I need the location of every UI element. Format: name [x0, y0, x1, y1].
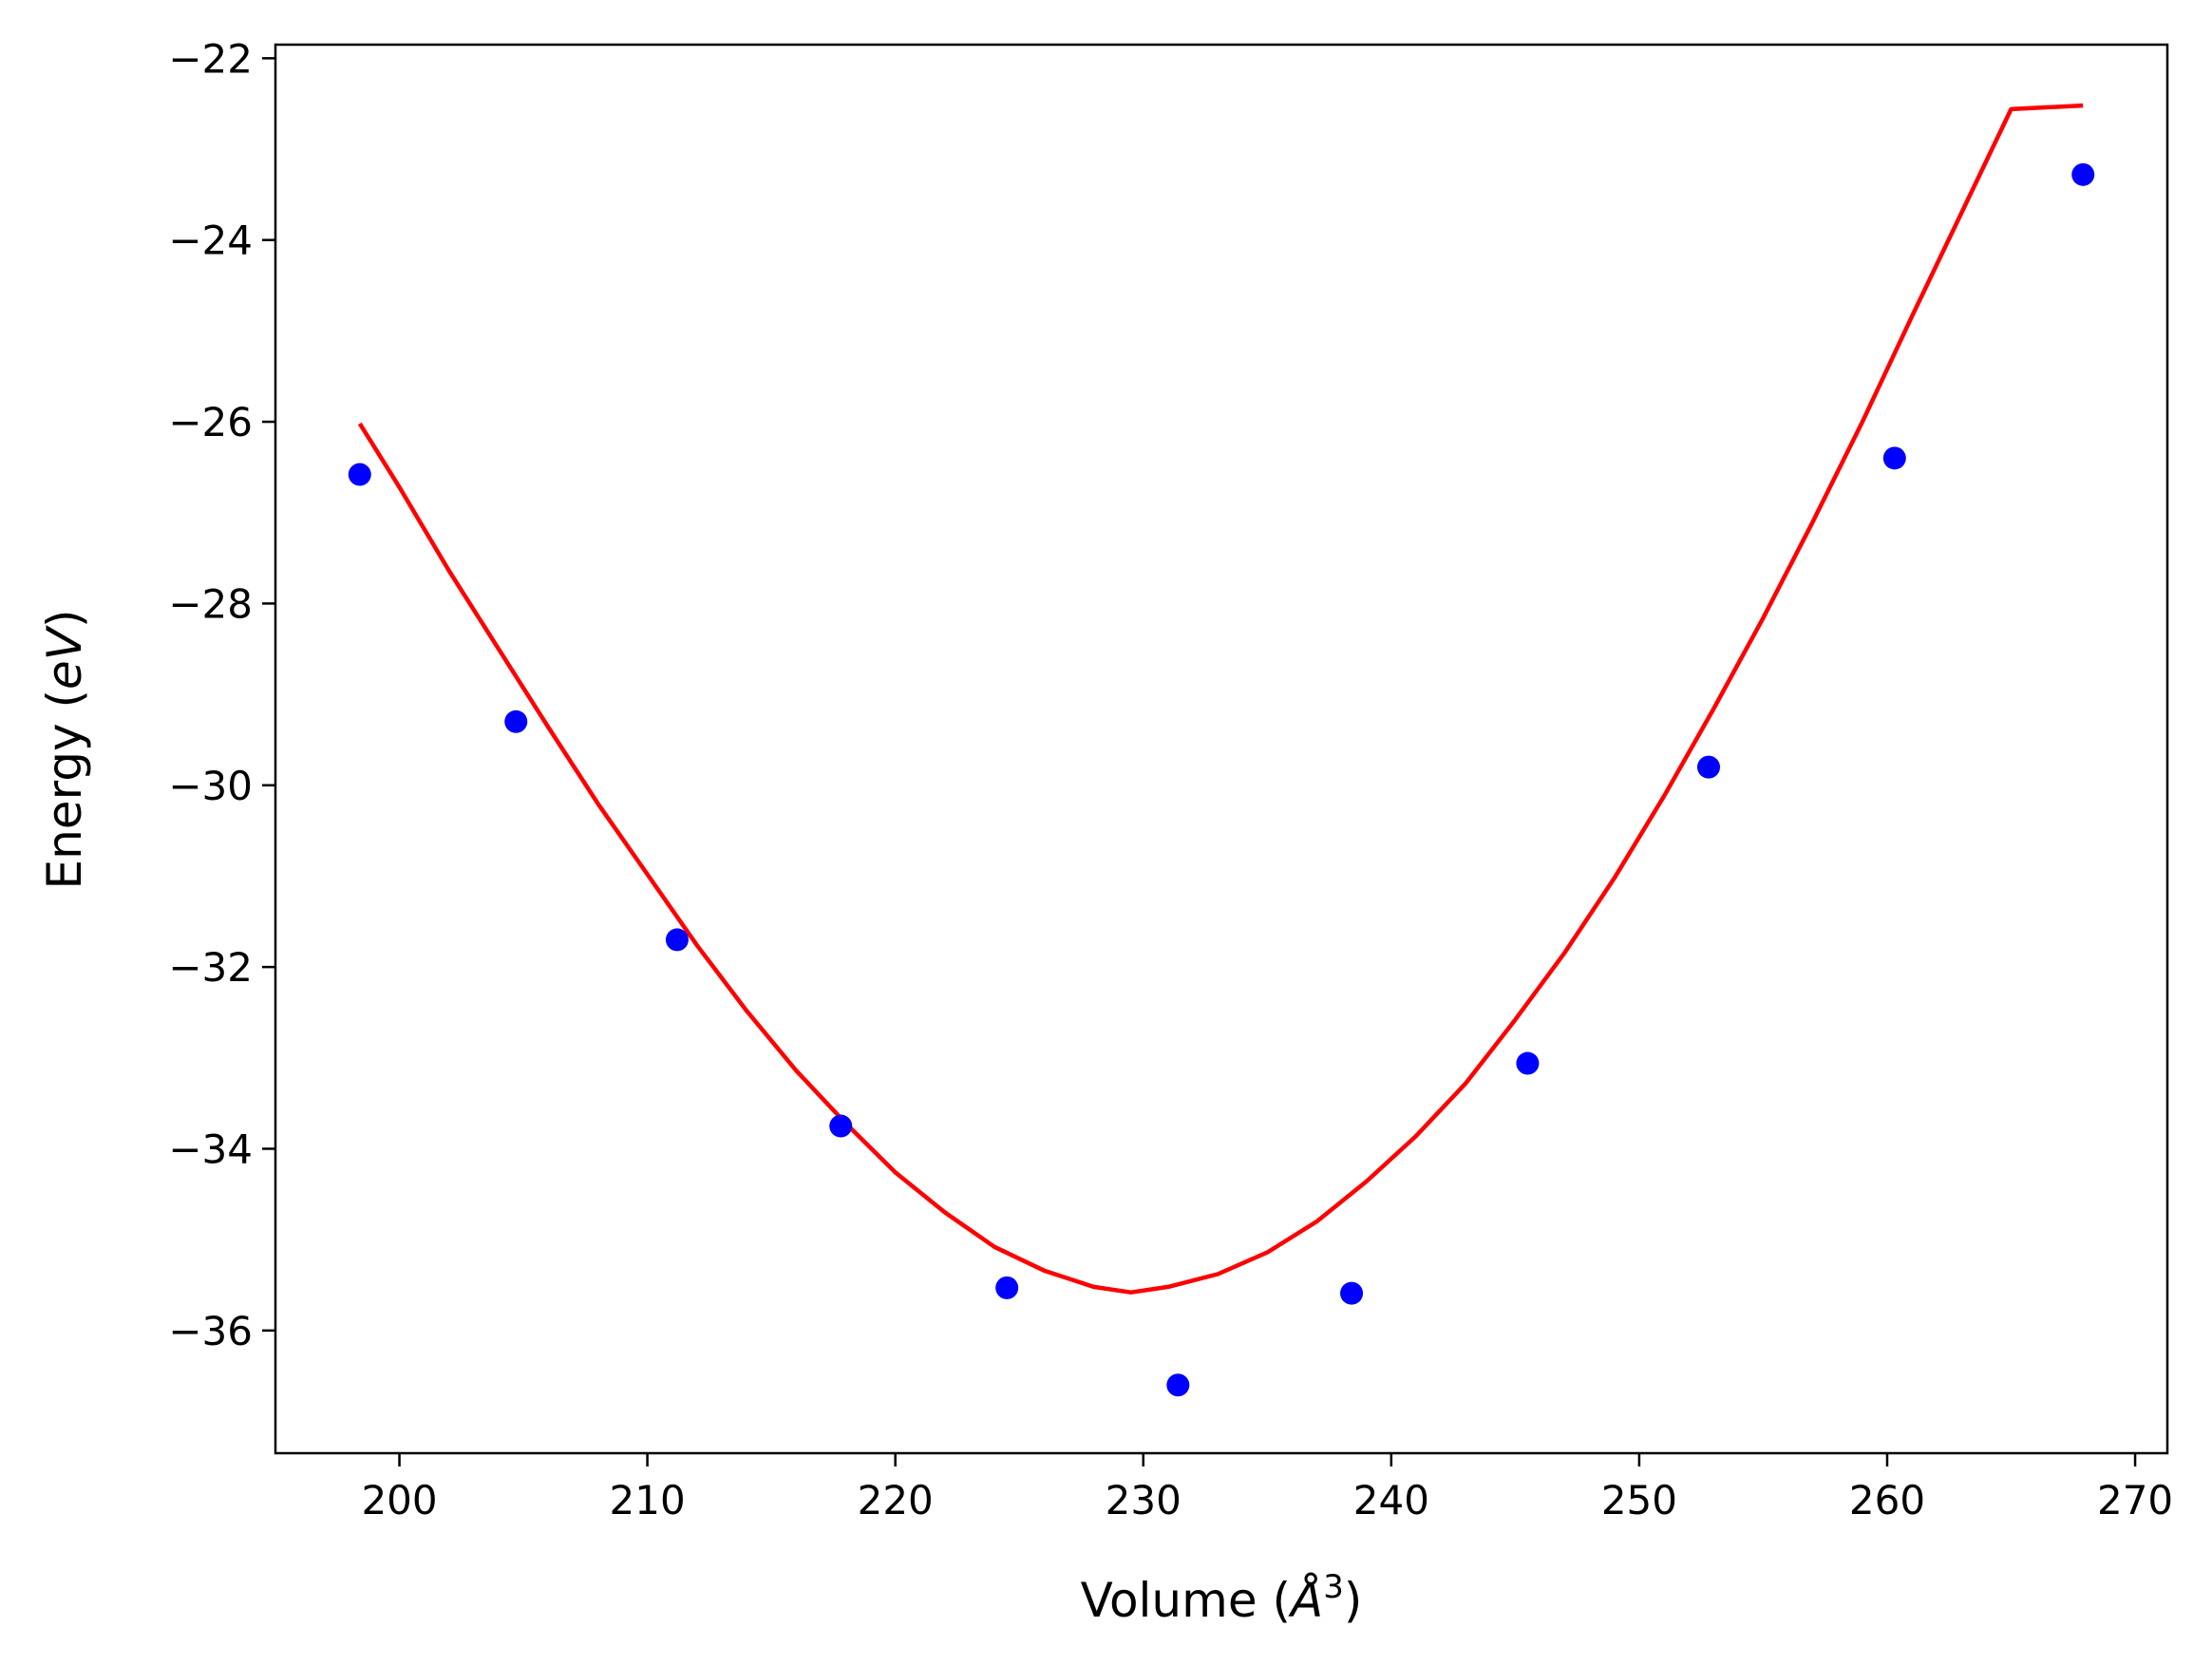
x-tick-label: 260 — [1849, 1477, 1925, 1523]
y-axis-label: Energy (eV) — [37, 610, 92, 890]
y-tick-label: −28 — [168, 580, 253, 627]
y-tick-label: −24 — [168, 218, 253, 264]
data-point — [829, 1114, 853, 1138]
data-point — [995, 1276, 1019, 1299]
x-tick-label: 210 — [610, 1477, 686, 1523]
data-point — [1516, 1051, 1540, 1075]
x-tick-label: 270 — [2097, 1477, 2173, 1523]
data-point — [1340, 1281, 1364, 1305]
data-point — [504, 710, 528, 733]
fit-curve — [357, 103, 2084, 1295]
data-point — [1697, 755, 1721, 779]
x-tick-label: 240 — [1353, 1477, 1429, 1523]
plot-area — [274, 43, 2169, 1455]
y-tick-label: −34 — [168, 1126, 253, 1172]
y-tick-label: −32 — [168, 944, 253, 991]
data-point — [1166, 1373, 1190, 1397]
y-tick-label: −22 — [168, 35, 253, 82]
y-tick-label: −26 — [168, 399, 253, 445]
x-tick-label: 250 — [1601, 1477, 1677, 1523]
data-point — [1882, 446, 1906, 470]
data-point — [665, 928, 689, 952]
series-layer — [348, 103, 2095, 1397]
data-point — [348, 463, 371, 486]
x-tick-label: 230 — [1106, 1477, 1182, 1523]
x-tick-label: 220 — [858, 1477, 934, 1523]
y-axis-ticks: −36 −34 −32 −30 −28 −26 −24 −22 — [168, 35, 275, 1354]
x-axis-ticks: 200 210 220 230 240 250 260 270 — [361, 1453, 2173, 1523]
y-tick-label: −36 — [168, 1308, 253, 1354]
y-tick-label: −30 — [168, 763, 253, 809]
data-point — [2071, 162, 2095, 186]
x-axis-label: Volume (Å3) — [1081, 1568, 1363, 1628]
x-tick-label: 200 — [361, 1477, 437, 1523]
